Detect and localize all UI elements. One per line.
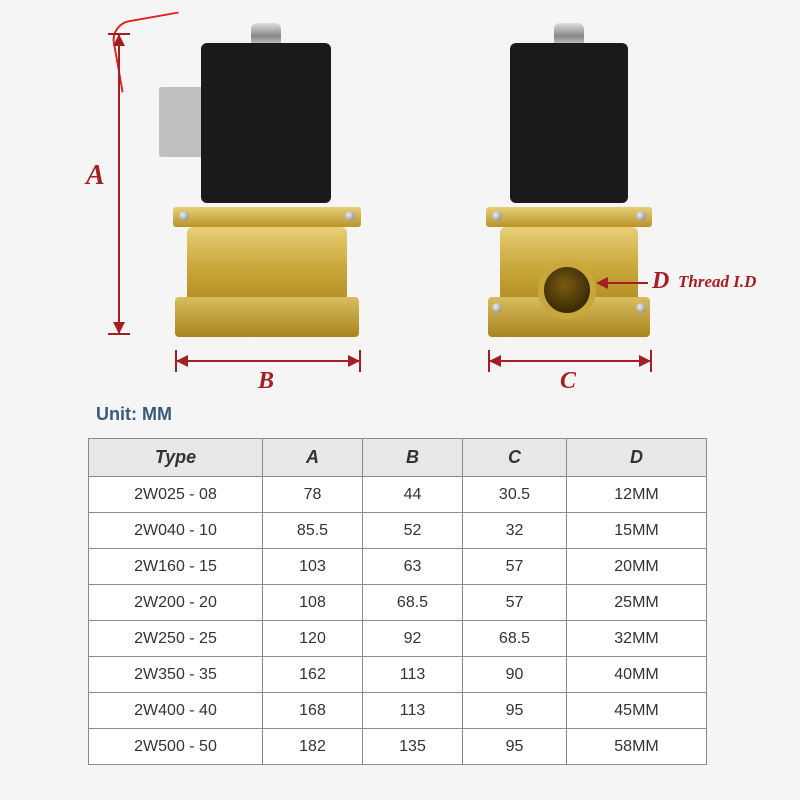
table-row: 2W400 - 401681139545MM — [89, 693, 707, 729]
bolt — [636, 303, 646, 313]
coil — [510, 43, 628, 203]
dim-B-arrow-r — [348, 355, 360, 367]
table-cell: 15MM — [567, 513, 707, 549]
coil-top — [554, 23, 584, 45]
table-row: 2W500 - 501821359558MM — [89, 729, 707, 765]
table-header-cell: C — [463, 439, 567, 477]
table-cell: 32MM — [567, 621, 707, 657]
valve-side — [480, 35, 660, 345]
dim-C-arrow-l — [489, 355, 501, 367]
table-cell: 2W250 - 25 — [89, 621, 263, 657]
table-header-cell: B — [363, 439, 463, 477]
table-cell: 108 — [263, 585, 363, 621]
coil — [201, 43, 331, 203]
table-cell: 58MM — [567, 729, 707, 765]
table-header-cell: Type — [89, 439, 263, 477]
table-header-cell: D — [567, 439, 707, 477]
dim-C-line — [489, 360, 651, 362]
table-cell: 44 — [363, 477, 463, 513]
dim-A-label: A — [86, 160, 105, 192]
table-header-row: TypeABCD — [89, 439, 707, 477]
table-cell: 113 — [363, 693, 463, 729]
thread-id-label: Thread I.D — [678, 272, 756, 292]
table-cell: 168 — [263, 693, 363, 729]
table-row: 2W250 - 251209268.532MM — [89, 621, 707, 657]
table-cell: 182 — [263, 729, 363, 765]
table-cell: 20MM — [567, 549, 707, 585]
valve-front — [155, 35, 375, 345]
dim-A-arrow-bot — [113, 322, 125, 334]
table-row: 2W160 - 15103635720MM — [89, 549, 707, 585]
table-cell: 2W200 - 20 — [89, 585, 263, 621]
table-cell: 45MM — [567, 693, 707, 729]
table-cell: 12MM — [567, 477, 707, 513]
table-cell: 25MM — [567, 585, 707, 621]
table-cell: 63 — [363, 549, 463, 585]
table-body: 2W025 - 08784430.512MM2W040 - 1085.55232… — [89, 477, 707, 765]
dim-B-line — [176, 360, 360, 362]
table-cell: 68.5 — [363, 585, 463, 621]
table-cell: 90 — [463, 657, 567, 693]
bolt — [636, 211, 646, 221]
unit-label: Unit: MM — [96, 404, 172, 425]
thread-port — [538, 261, 596, 319]
dim-D-label: D — [652, 268, 669, 295]
table-cell: 30.5 — [463, 477, 567, 513]
table-cell: 85.5 — [263, 513, 363, 549]
valve-body — [187, 227, 347, 307]
table-cell: 57 — [463, 585, 567, 621]
dim-D-arrow — [596, 277, 608, 289]
connector — [159, 87, 207, 157]
diagram-area: A B C D Thread I.D Unit: MM — [0, 0, 800, 400]
valve-base — [175, 297, 359, 337]
table-cell: 2W160 - 15 — [89, 549, 263, 585]
table-cell: 162 — [263, 657, 363, 693]
table-cell: 103 — [263, 549, 363, 585]
table-cell: 57 — [463, 549, 567, 585]
bolt — [179, 211, 189, 221]
table-cell: 2W025 - 08 — [89, 477, 263, 513]
table-cell: 40MM — [567, 657, 707, 693]
coil-top — [251, 23, 281, 45]
dim-A-line — [118, 34, 120, 334]
table-cell: 68.5 — [463, 621, 567, 657]
table-cell: 95 — [463, 729, 567, 765]
dim-B-arrow-l — [176, 355, 188, 367]
bolt — [492, 303, 502, 313]
table-cell: 2W040 - 10 — [89, 513, 263, 549]
table-row: 2W200 - 2010868.55725MM — [89, 585, 707, 621]
table-cell: 113 — [363, 657, 463, 693]
table-row: 2W350 - 351621139040MM — [89, 657, 707, 693]
table-cell: 32 — [463, 513, 567, 549]
flange-top — [486, 207, 652, 227]
spec-table: TypeABCD 2W025 - 08784430.512MM2W040 - 1… — [88, 438, 707, 765]
table-row: 2W040 - 1085.5523215MM — [89, 513, 707, 549]
table-row: 2W025 - 08784430.512MM — [89, 477, 707, 513]
table-header-cell: A — [263, 439, 363, 477]
table-cell: 52 — [363, 513, 463, 549]
table-cell: 92 — [363, 621, 463, 657]
dim-A-arrow-top — [113, 34, 125, 46]
bolt — [492, 211, 502, 221]
dim-B-label: B — [258, 368, 274, 395]
dim-C-arrow-r — [639, 355, 651, 367]
table-cell: 2W400 - 40 — [89, 693, 263, 729]
table-cell: 135 — [363, 729, 463, 765]
dim-C-label: C — [560, 368, 576, 395]
table-cell: 120 — [263, 621, 363, 657]
table-cell: 78 — [263, 477, 363, 513]
flange-top — [173, 207, 361, 227]
table-cell: 2W500 - 50 — [89, 729, 263, 765]
table-cell: 95 — [463, 693, 567, 729]
bolt — [345, 211, 355, 221]
wire — [109, 11, 190, 92]
table-cell: 2W350 - 35 — [89, 657, 263, 693]
